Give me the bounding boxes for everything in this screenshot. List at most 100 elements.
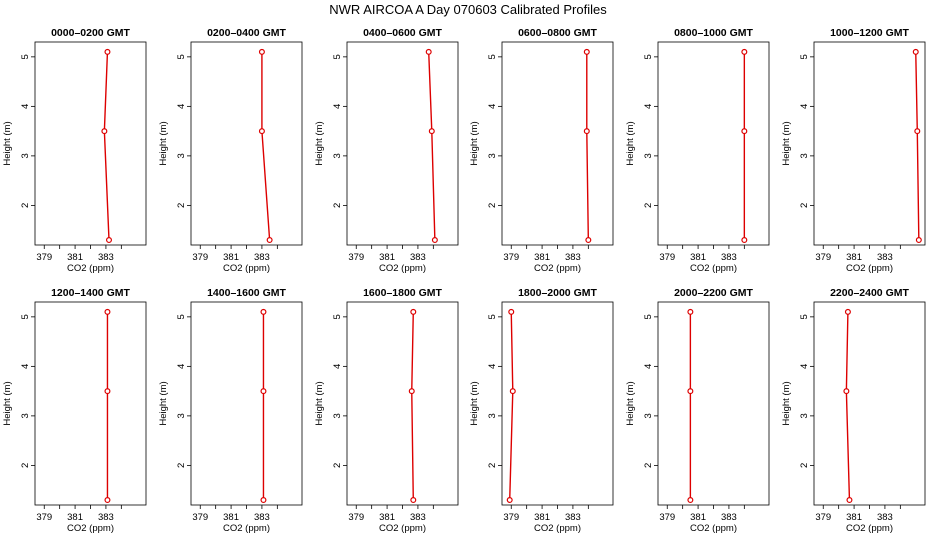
data-point bbox=[844, 308, 851, 315]
y-tick-label: 4 bbox=[332, 104, 343, 109]
x-tick-label: 379 bbox=[36, 252, 52, 263]
data-point bbox=[105, 237, 112, 244]
panel-title: 1200–1400 GMT bbox=[51, 287, 130, 299]
y-tick-label: 3 bbox=[799, 153, 810, 158]
x-tick-label: 379 bbox=[192, 252, 208, 263]
x-tick-label: 383 bbox=[721, 512, 737, 523]
y-tick-label: 5 bbox=[799, 314, 810, 319]
x-axis-label: CO2 (ppm) bbox=[223, 263, 270, 274]
x-tick-label: 379 bbox=[815, 512, 831, 523]
panel-title: 0400–0600 GMT bbox=[363, 27, 442, 39]
plot-frame bbox=[190, 301, 303, 506]
data-point bbox=[260, 308, 267, 315]
x-tick-label: 381 bbox=[690, 252, 706, 263]
y-tick-label: 2 bbox=[20, 463, 31, 468]
data-point bbox=[260, 497, 267, 504]
profile-line bbox=[428, 51, 436, 241]
x-axis-label: CO2 (ppm) bbox=[379, 263, 426, 274]
x-tick-label: 381 bbox=[534, 252, 550, 263]
profile-line bbox=[845, 311, 851, 501]
x-tick-label: 379 bbox=[659, 252, 675, 263]
plot-frame bbox=[346, 301, 459, 506]
panel-title: 2200–2400 GMT bbox=[830, 287, 909, 299]
y-tick-label: 3 bbox=[176, 153, 187, 158]
y-tick-label: 2 bbox=[643, 463, 654, 468]
profile-line bbox=[586, 51, 590, 241]
plot-frame bbox=[657, 41, 770, 246]
y-tick-label: 4 bbox=[643, 364, 654, 369]
y-tick-label: 5 bbox=[20, 54, 31, 59]
profile-line bbox=[915, 51, 920, 241]
y-tick-label: 5 bbox=[643, 314, 654, 319]
plot-frame bbox=[190, 41, 303, 246]
x-axis-label: CO2 (ppm) bbox=[690, 263, 737, 274]
x-tick-label: 381 bbox=[846, 252, 862, 263]
data-point bbox=[585, 237, 592, 244]
y-tick-label: 5 bbox=[20, 314, 31, 319]
y-axis-label: Height (m) bbox=[625, 121, 636, 165]
panel-title: 0200–0400 GMT bbox=[207, 27, 286, 39]
y-tick-label: 5 bbox=[487, 54, 498, 59]
y-tick-label: 3 bbox=[332, 413, 343, 418]
x-tick-label: 381 bbox=[846, 512, 862, 523]
data-point bbox=[741, 128, 748, 135]
y-axis-label: Height (m) bbox=[314, 121, 325, 165]
data-point bbox=[104, 308, 111, 315]
x-tick-label: 379 bbox=[503, 252, 519, 263]
panel-title: 0800–1000 GMT bbox=[674, 27, 753, 39]
data-point bbox=[104, 497, 111, 504]
y-tick-label: 2 bbox=[176, 463, 187, 468]
data-point bbox=[687, 388, 694, 395]
panel-title: 1000–1200 GMT bbox=[830, 27, 909, 39]
x-tick-label: 379 bbox=[659, 512, 675, 523]
data-point bbox=[408, 388, 415, 395]
y-tick-label: 2 bbox=[799, 463, 810, 468]
panel-title: 1800–2000 GMT bbox=[518, 287, 597, 299]
y-tick-label: 3 bbox=[643, 153, 654, 158]
x-tick-label: 383 bbox=[721, 252, 737, 263]
x-tick-label: 383 bbox=[877, 512, 893, 523]
y-axis-label: Height (m) bbox=[2, 381, 13, 425]
y-tick-label: 3 bbox=[487, 413, 498, 418]
y-tick-label: 4 bbox=[20, 364, 31, 369]
plot-frame bbox=[501, 41, 614, 246]
y-tick-label: 2 bbox=[799, 203, 810, 208]
y-tick-label: 5 bbox=[487, 314, 498, 319]
y-tick-label: 4 bbox=[176, 364, 187, 369]
x-tick-label: 381 bbox=[223, 512, 239, 523]
plot-frame bbox=[34, 301, 147, 506]
profile-line bbox=[261, 51, 271, 241]
x-tick-label: 381 bbox=[379, 252, 395, 263]
x-axis-label: CO2 (ppm) bbox=[534, 263, 581, 274]
plot-frame bbox=[501, 301, 614, 506]
x-tick-label: 383 bbox=[877, 252, 893, 263]
data-point bbox=[846, 497, 853, 504]
y-tick-label: 4 bbox=[799, 364, 810, 369]
y-tick-label: 4 bbox=[799, 104, 810, 109]
y-tick-label: 2 bbox=[643, 203, 654, 208]
y-axis-label: Height (m) bbox=[158, 121, 169, 165]
x-axis-label: CO2 (ppm) bbox=[67, 523, 114, 534]
y-tick-label: 4 bbox=[20, 104, 31, 109]
x-axis-label: CO2 (ppm) bbox=[690, 523, 737, 534]
data-point bbox=[687, 497, 694, 504]
x-tick-label: 381 bbox=[223, 252, 239, 263]
y-axis-label: Height (m) bbox=[2, 121, 13, 165]
y-tick-label: 2 bbox=[487, 463, 498, 468]
plot-frame bbox=[34, 41, 147, 246]
data-point bbox=[104, 388, 111, 395]
data-point bbox=[741, 237, 748, 244]
x-tick-label: 383 bbox=[410, 512, 426, 523]
y-axis-label: Height (m) bbox=[781, 381, 792, 425]
data-point bbox=[583, 48, 590, 55]
panel-title: 0600–0800 GMT bbox=[518, 27, 597, 39]
data-point bbox=[260, 388, 267, 395]
y-tick-label: 3 bbox=[643, 413, 654, 418]
x-tick-label: 383 bbox=[254, 252, 270, 263]
y-axis-label: Height (m) bbox=[781, 121, 792, 165]
y-tick-label: 5 bbox=[332, 314, 343, 319]
profile-line bbox=[509, 311, 514, 501]
y-tick-label: 3 bbox=[176, 413, 187, 418]
y-tick-label: 2 bbox=[487, 203, 498, 208]
